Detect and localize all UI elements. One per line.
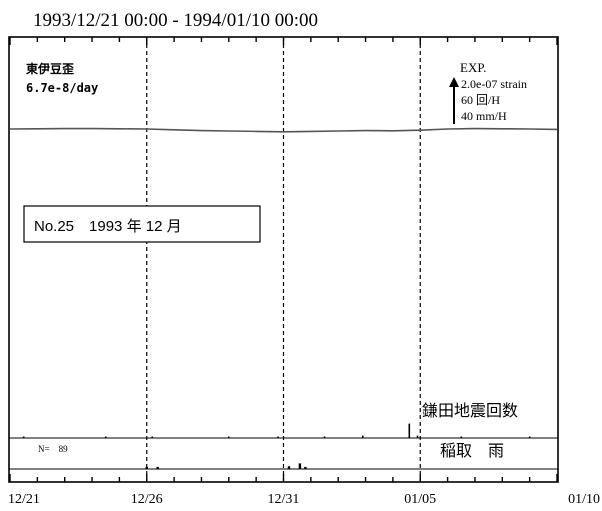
quake-bar (416, 435, 419, 438)
scale-rain-rate: 40 mm/H (461, 109, 507, 123)
note-box (23, 205, 261, 243)
rate-label: 6.7e-8/day (26, 81, 98, 95)
rain-bar (304, 466, 307, 469)
quake-bar (408, 423, 411, 438)
scale-arrow-icon (449, 77, 459, 87)
x-tick-label: 01/05 (404, 492, 436, 507)
scale-strain: 2.0e-07 strain (461, 77, 527, 91)
station-label: 東伊豆歪 (26, 61, 74, 76)
quake-bar (22, 436, 25, 438)
quake-bar (151, 436, 154, 438)
quake-bars (22, 423, 531, 438)
x-tick-label: 12/26 (131, 492, 163, 507)
rain-bar (287, 466, 291, 469)
scale-quake-rate: 60 回/H (461, 93, 500, 107)
quake-bar (460, 436, 463, 438)
quake-series-label: 鎌田地震回数 (422, 402, 518, 420)
scale-legend: EXP. 2.0e-07 strain 60 回/H 40 mm/H (449, 60, 527, 124)
x-tick-label: 01/10 (568, 492, 600, 507)
quake-bar (277, 436, 279, 438)
x-tick-label: 12/21 (8, 492, 40, 507)
rain-bars (145, 463, 307, 469)
rain-bar (156, 466, 159, 469)
quake-bar (528, 436, 531, 438)
rain-bar (298, 463, 302, 469)
strain-line (9, 127, 558, 133)
rain-series-label: 稲取 雨 (440, 442, 504, 460)
top-ticks (9, 37, 558, 45)
quake-bar (323, 436, 326, 438)
x-tick-labels: 12/21 12/26 12/31 01/05 01/10 (8, 492, 600, 507)
quake-bar (362, 435, 364, 438)
scale-legend-label: EXP. (460, 60, 486, 75)
bottom-ticks (9, 474, 558, 482)
rain-bar (145, 466, 148, 469)
x-tick-label: 12/31 (268, 492, 300, 507)
quake-bar (228, 436, 230, 438)
dashed-guides (146, 37, 421, 482)
quake-bar (104, 436, 107, 438)
note-text: No.25 1993 年 12 月 (34, 218, 182, 235)
chart-title: 1993/12/21 00:00 - 1994/01/10 00:00 (33, 10, 318, 31)
rain-count: N= 89 (38, 444, 68, 454)
